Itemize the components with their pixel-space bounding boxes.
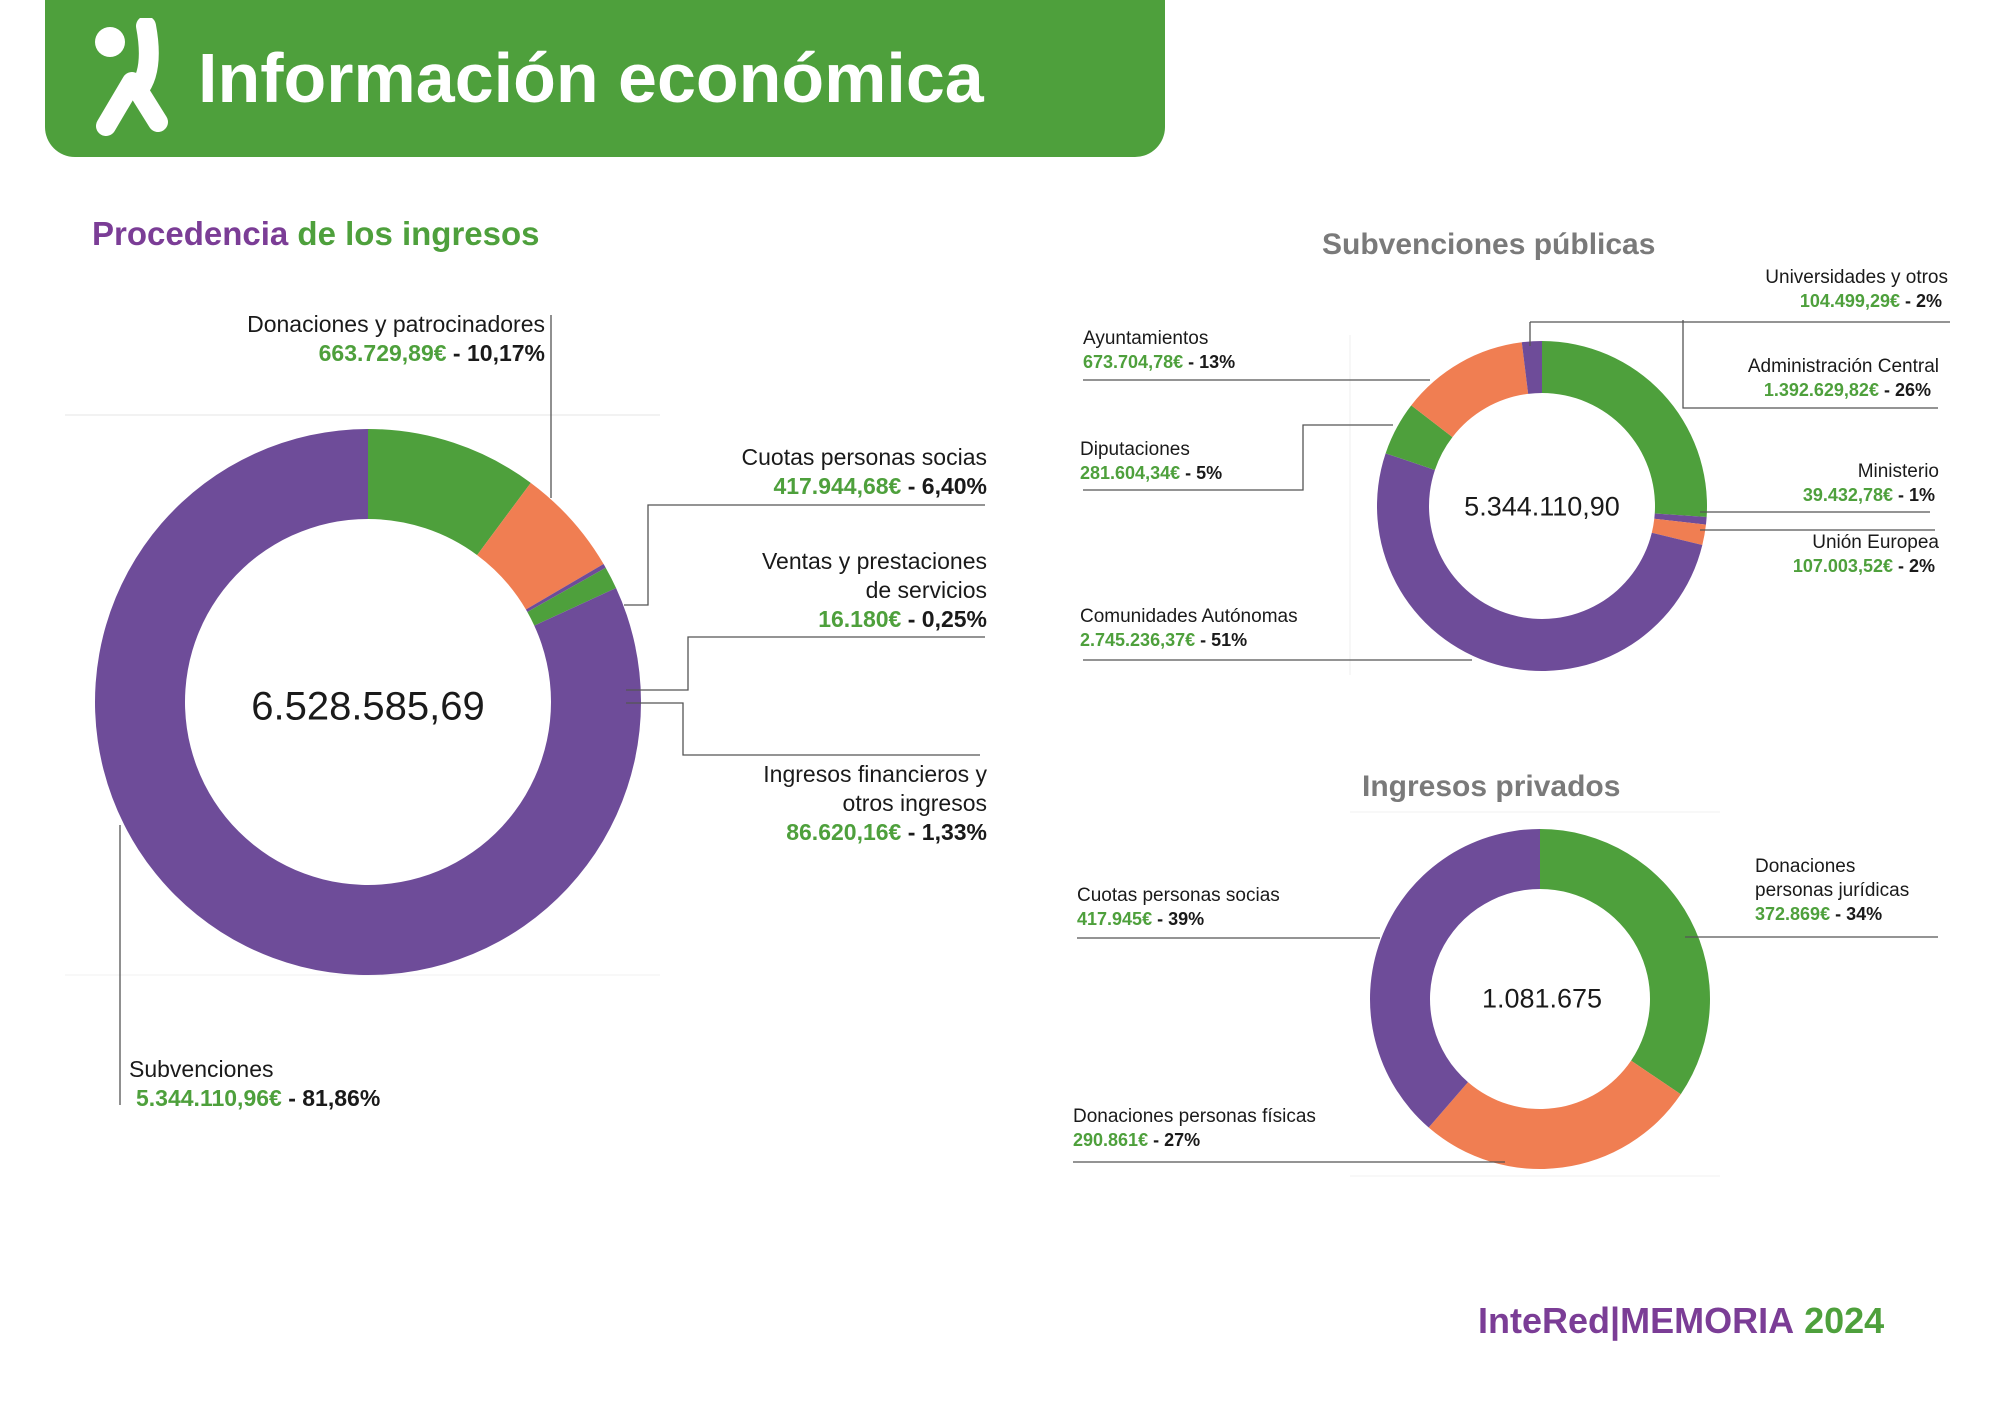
slice-2-cuotas-personas-socias	[1370, 829, 1540, 1128]
label-cuotas-socias: Cuotas personas socias 417.944,68€ - 6,4…	[741, 444, 987, 499]
footer-brand: InteRed|MEMORIA 2024	[1478, 1300, 1885, 1341]
page-title: Información económica	[198, 39, 984, 117]
slice-1-universidades-y-otros	[1521, 341, 1542, 394]
label-universidades: Universidades y otros 104.499,29€ - 2%	[1765, 267, 1948, 311]
slice-0-donaciones-y-patrocinadores	[368, 429, 531, 556]
label-ayuntamientos: Ayuntamientos 673.704,78€ - 13%	[1083, 328, 1236, 372]
label-donaciones-juridicas: Donaciones personas jurídicas 372.869€ -…	[1755, 856, 1910, 924]
label-ministerio: Ministerio 39.432,78€ - 1%	[1802, 461, 1939, 505]
privados-chart-title: Ingresos privados	[1362, 770, 1621, 803]
label-union-europea: Unión Europea 107.003,52€ - 2%	[1792, 532, 1939, 576]
subvenciones-donut	[1376, 341, 1707, 672]
label-donaciones-fisicas: Donaciones personas físicas 290.861€ - 2…	[1073, 1106, 1316, 1150]
slice-2-donaciones-personas-f-sicas	[1428, 1060, 1681, 1169]
label-subvenciones: Subvenciones 5.344.110,96€ - 81,86%	[129, 1056, 381, 1111]
slice-1-administraci-n-central	[1542, 341, 1707, 517]
slice-0-ingresos-financieros-y	[527, 567, 617, 626]
slice-0-cuotas-personas-socias	[477, 482, 604, 610]
slice-1-ayuntamientos	[1411, 342, 1529, 438]
decor-lines	[65, 335, 1720, 1177]
label-ventas-servicios: Ventas y prestaciones de servicios 16.18…	[761, 548, 987, 632]
total-subvenciones: 5.344.110,90	[1464, 491, 1620, 522]
label-donaciones-patrocinadores: Donaciones y patrocinadores 663.729,89€ …	[247, 311, 545, 366]
title-part-procedencia: Procedencia	[92, 215, 289, 252]
ingresos-chart-title: Procedencia de los ingresos	[92, 215, 540, 253]
slice-1-uni-n-europea	[1651, 518, 1706, 546]
subvenciones-chart-title: Subvenciones públicas	[1322, 228, 1656, 261]
label-administracion-central: Administración Central 1.392.629,82€ - 2…	[1747, 356, 1939, 400]
total-privados: 1.081.675	[1481, 983, 1603, 1014]
privados-donut	[1370, 828, 1711, 1169]
leader-lines	[119, 315, 1950, 1163]
slice-1-comunidades-aut-nomas	[1376, 453, 1703, 672]
slice-0-subvenciones	[94, 429, 642, 975]
ingresos-donut	[94, 429, 642, 975]
label-ingresos-financieros: Ingresos financieros y otros ingresos 86…	[763, 761, 987, 845]
slice-1-diputaciones	[1385, 405, 1453, 470]
total-ingresos: 6.528.585,69	[251, 684, 485, 729]
header-banner	[45, 0, 1165, 157]
slice-1-ministerio	[1654, 513, 1707, 525]
label-diputaciones: Diputaciones 281.604,34€ - 5%	[1080, 439, 1223, 483]
title-part-rest: de los ingresos	[288, 215, 540, 252]
label-cuotas-socias-privados: Cuotas personas socias 417.945€ - 39%	[1077, 885, 1280, 929]
label-comunidades-autonomas: Comunidades Autónomas 2.745.236,37€ - 51…	[1080, 606, 1298, 650]
slice-2-donaciones	[1540, 828, 1711, 1095]
intered-logo-icon	[95, 18, 168, 136]
slice-0-ventas-y-prestaciones	[525, 564, 606, 612]
